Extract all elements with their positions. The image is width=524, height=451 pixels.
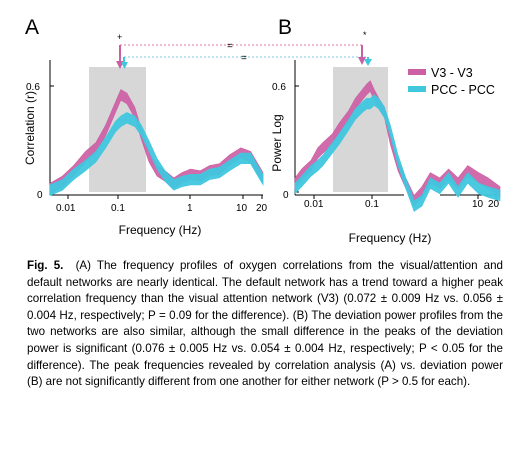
- panel-letter-a: A: [25, 16, 39, 39]
- caption-label: Fig. 5.: [27, 259, 64, 272]
- legend: V3 - V3 PCC - PCC: [408, 66, 495, 97]
- x-tick-a-10: 10: [236, 203, 248, 214]
- y-tick-a-0.6: 0.6: [26, 82, 40, 93]
- legend-label-pcc: PCC - PCC: [431, 83, 495, 97]
- y-tick-b-0: 0: [283, 190, 289, 201]
- legend-label-v3: V3 - V3: [431, 66, 473, 80]
- arrow-pcc-b: [364, 59, 372, 66]
- series-band-v3-b: [294, 80, 501, 207]
- ylabel-b: Power Log: [270, 114, 284, 171]
- xlabel-a: Frequency (Hz): [119, 223, 202, 237]
- plot-area-a: [49, 89, 264, 196]
- x-tick-a-1: 1: [187, 203, 193, 214]
- y-tick-a-0: 0: [37, 190, 43, 201]
- legend-swatch-pcc: [408, 86, 426, 92]
- axes-a: [49, 60, 263, 199]
- peak-comparison: + * = =: [116, 30, 372, 69]
- peak-marker-a: +: [117, 32, 122, 42]
- equals-sign-v3: =: [227, 41, 233, 52]
- arrow-v3-b: [358, 57, 366, 65]
- panel-letter-b: B: [278, 16, 292, 39]
- equals-sign-pcc: =: [241, 53, 247, 64]
- xlabel-b: Frequency (Hz): [349, 231, 432, 245]
- x-tick-b-10: 10: [472, 199, 484, 210]
- caption-body: (A) The frequency profiles of oxygen cor…: [27, 259, 503, 389]
- peak-marker-b: *: [363, 30, 367, 40]
- axes-b: [294, 60, 500, 199]
- figure-caption: Fig. 5. (A) The frequency profiles of ox…: [27, 258, 503, 391]
- x-tick-b-0.1: 0.1: [365, 199, 379, 210]
- x-tick-b-20: 20: [488, 199, 500, 210]
- series-band-v3-a: [49, 89, 264, 195]
- legend-swatch-v3: [408, 69, 426, 75]
- y-tick-b-0.6: 0.6: [272, 82, 286, 93]
- x-tick-a-0.01: 0.01: [56, 203, 76, 214]
- ylabel-a: Correlation (r): [23, 91, 37, 165]
- arrow-pcc-a: [121, 62, 128, 69]
- x-tick-b-0.01: 0.01: [304, 199, 324, 210]
- series-band-pcc-b: [294, 94, 501, 212]
- series-band-pcc-a: [49, 112, 264, 196]
- figure-5: A B 0.6 0 0.01 0.1 1 10 20 0.6 0 0.01 0.…: [23, 16, 501, 245]
- x-tick-a-20: 20: [256, 203, 268, 214]
- plot-area-b: [294, 80, 501, 212]
- x-tick-a-0.1: 0.1: [111, 203, 125, 214]
